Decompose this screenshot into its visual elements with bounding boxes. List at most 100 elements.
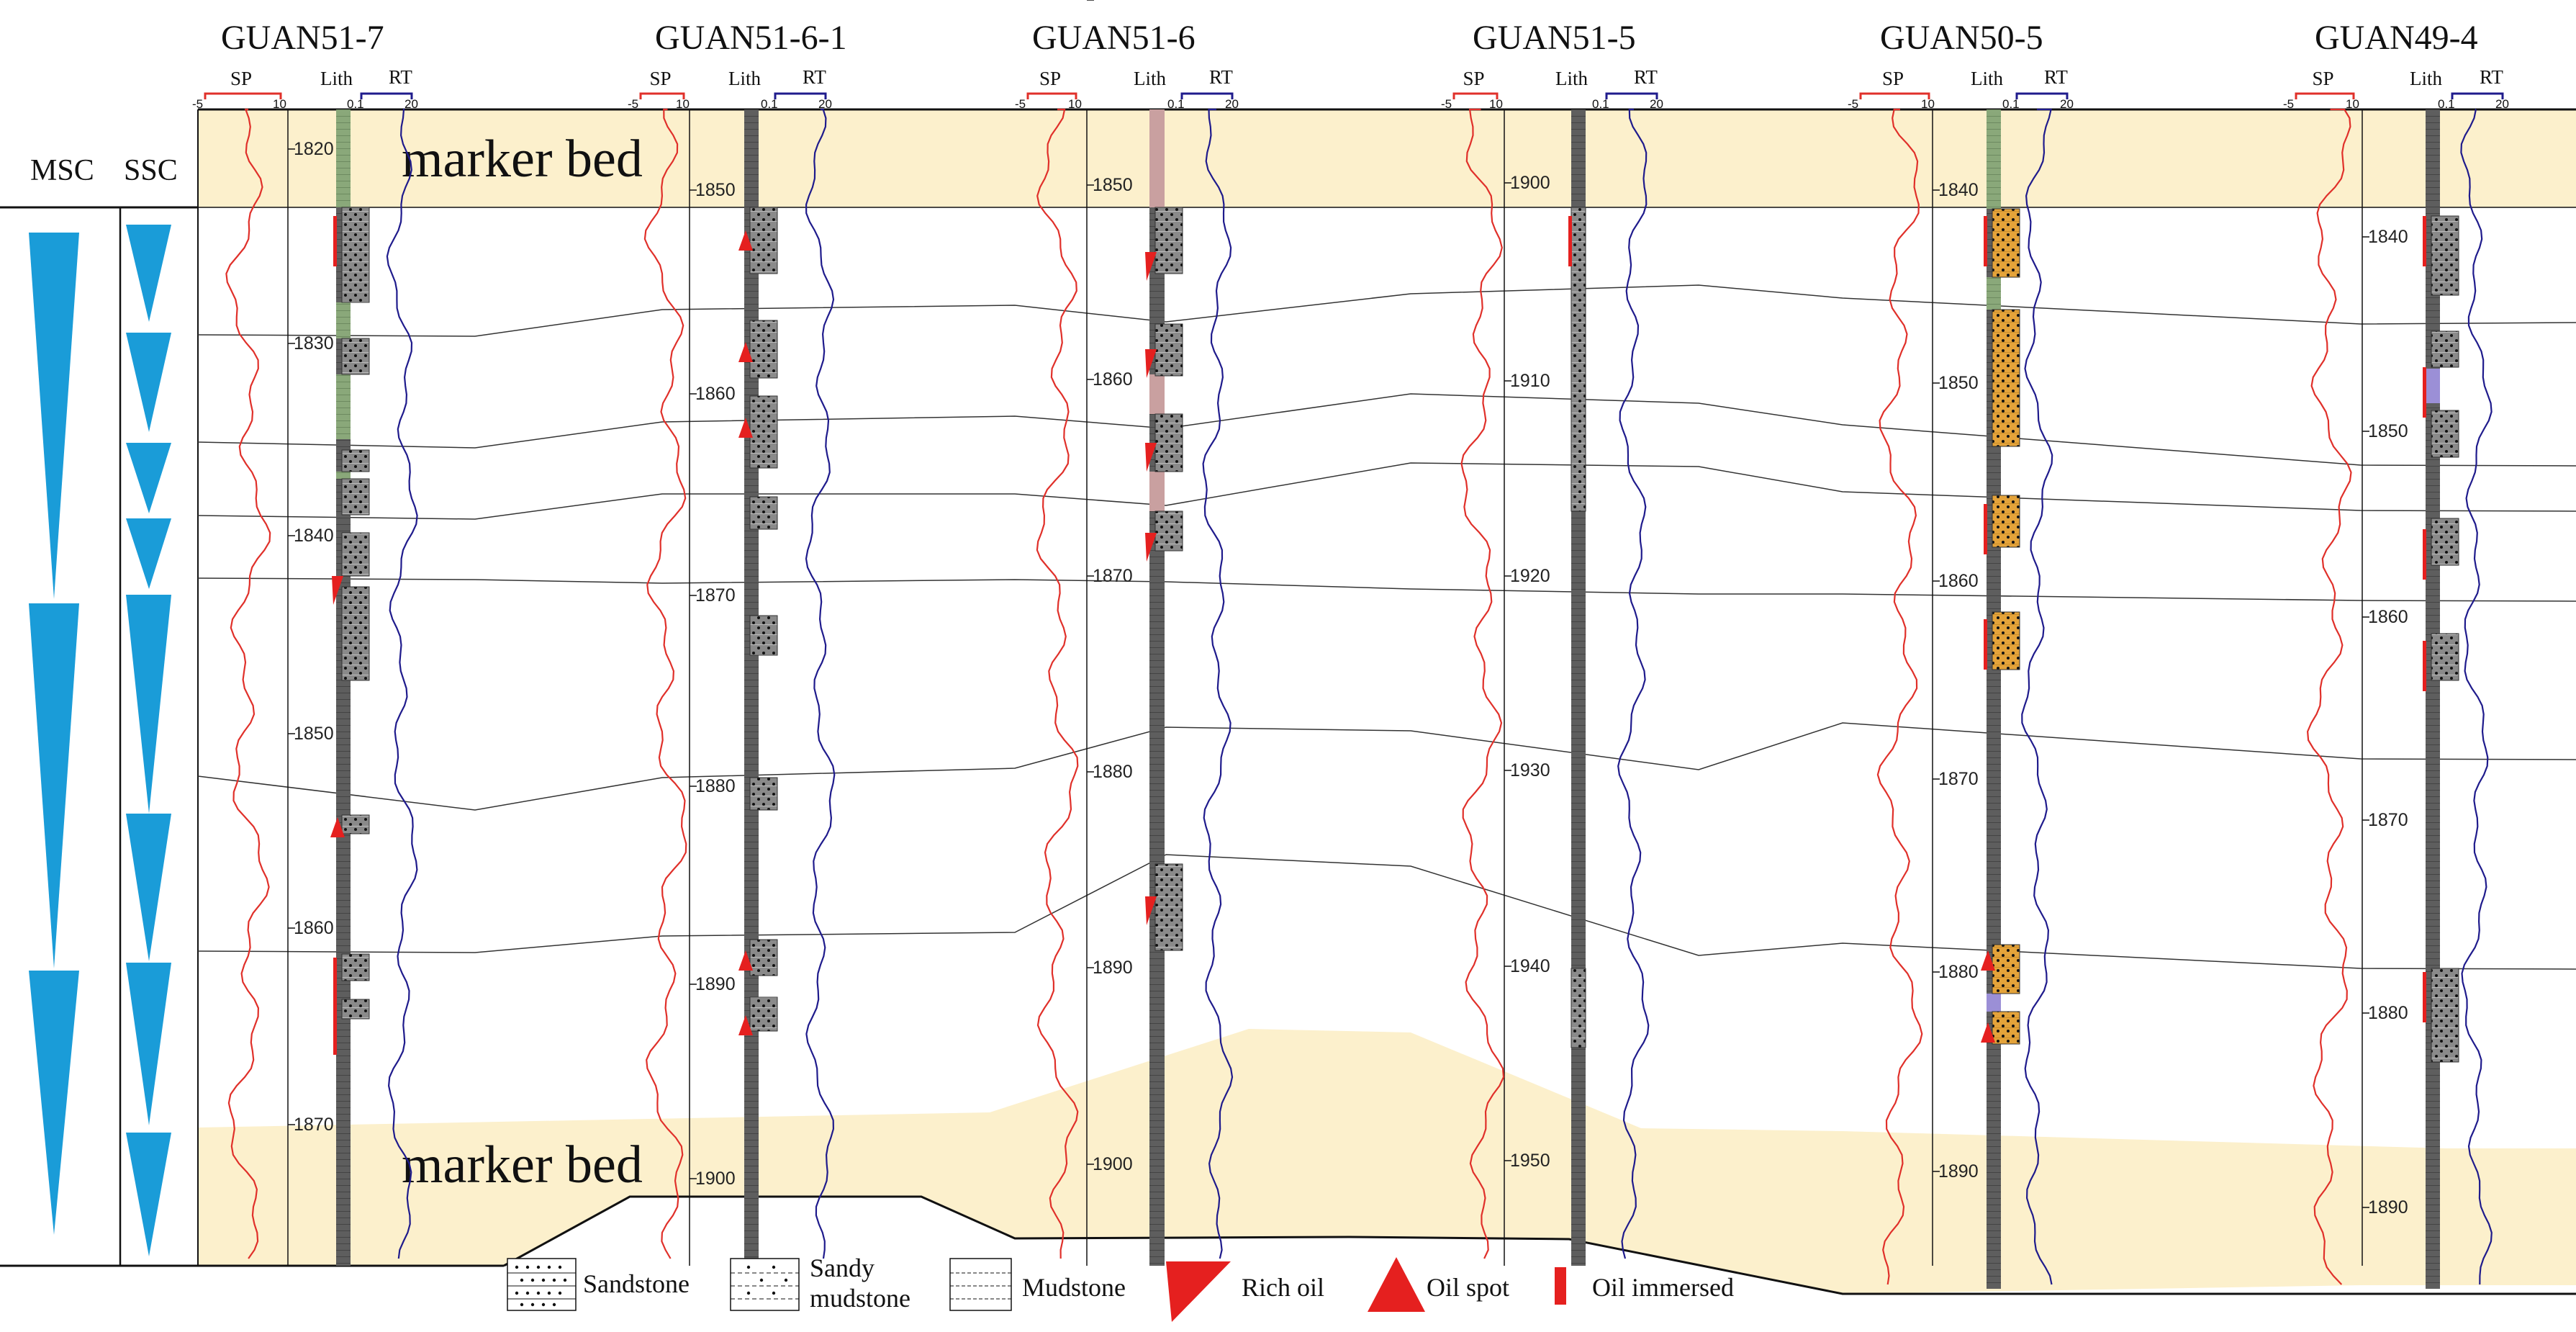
oil-immersed-marker	[2423, 216, 2426, 266]
sp-header: SP	[230, 68, 252, 89]
scale-tick-label: 10	[1489, 97, 1503, 111]
legend-sandstone: Sandstone	[507, 1258, 690, 1311]
well-guan51-6: GUAN51-6 SP Lith RT -5 10 0.1 20 1850 1860 1870 188…	[1015, 0, 1239, 1266]
depth-label: 1900	[695, 1169, 736, 1189]
oil-immersed-marker	[1984, 504, 1987, 554]
scale-tick-label: 20	[405, 97, 418, 111]
legend-oil-spot: Oil spot	[1368, 1257, 1509, 1312]
depth-label: 1860	[294, 918, 334, 938]
depth-label: 1890	[695, 974, 736, 994]
rt-scale	[2451, 92, 2504, 99]
scale-tick-label: -5	[192, 97, 203, 111]
marker-bed-bottom-label: marker bed	[402, 1135, 643, 1194]
oil-immersed-marker	[2423, 641, 2426, 691]
rt-header: RT	[1209, 66, 1233, 88]
depth-label: 1870	[294, 1115, 334, 1135]
sp-header: SP	[650, 68, 672, 89]
well-title: GUAN51-6-1	[655, 19, 847, 57]
scale-tick-label: 10	[2346, 97, 2359, 111]
oil-immersed-marker	[333, 216, 337, 266]
depth-label: 1870	[2368, 810, 2408, 830]
sp-curve	[1036, 108, 1079, 1259]
well-guan51-6-1: GUAN51-6-1 SP Lith RT -5 10 0.1 20 1850 1860 1870 1…	[628, 19, 847, 1266]
scale-tick-label: 20	[1225, 97, 1239, 111]
well-title: GUAN51-7	[221, 19, 384, 57]
lith-sandstone	[1571, 207, 1586, 512]
sp-curve	[2306, 108, 2352, 1285]
ssc-header: SSC	[124, 154, 178, 187]
rich-oil-marker	[1145, 349, 1157, 378]
lith-siltstone	[1987, 277, 2001, 310]
well-guan51-7: GUAN51-7 SP Lith RT -5 10 0.1 20 1820 1830 1840 185…	[192, 19, 418, 1266]
lith-siltstone	[336, 374, 351, 439]
depth-label: 1880	[2368, 1003, 2408, 1023]
lith-sandstone	[341, 478, 370, 516]
depth-label: 1850	[695, 180, 736, 200]
lith-sandstone	[1992, 309, 2020, 447]
lith-siltstone	[336, 302, 351, 338]
legend-oil-immersed: Oil immersed	[1555, 1267, 1734, 1305]
rich-oil-marker	[1145, 443, 1157, 472]
rt-header: RT	[1634, 66, 1658, 88]
lith-sandstone	[749, 777, 778, 811]
oil-spot-marker	[738, 950, 753, 971]
depth-label: 1900	[1510, 173, 1550, 193]
depth-label: 1820	[294, 139, 334, 159]
legend-mudstone: Mudstone	[949, 1258, 1126, 1311]
lith-sandstone	[2431, 518, 2459, 566]
rich-oil-marker	[332, 576, 343, 605]
rt-curve	[1617, 108, 1650, 1259]
depth-label: 1930	[1510, 760, 1550, 780]
depth-label: 1860	[2368, 607, 2408, 627]
oil-immersed-icon	[1555, 1267, 1566, 1305]
scale-tick-label: 20	[818, 97, 832, 111]
lith-header: Lith	[1971, 68, 2003, 89]
rt-header: RT	[803, 66, 826, 88]
well-title: GUAN50-5	[1880, 19, 2043, 57]
lith-sandstone	[749, 320, 778, 379]
sp-scale	[1859, 92, 1930, 99]
legend-mudstone-label: Mudstone	[1022, 1273, 1126, 1302]
depth-label: 1890	[2368, 1197, 2408, 1218]
scale-tick-label: 10	[273, 97, 286, 111]
oil-immersed-marker	[333, 1004, 337, 1055]
depth-label: 1890	[1938, 1161, 1979, 1182]
rt-scale	[2015, 92, 2069, 99]
wells-layer: GUAN51-7 SP Lith RT -5 10 0.1 20 1820 1830 1840 185…	[192, 0, 2509, 1289]
sp-scale	[639, 92, 685, 99]
lith-header: Lith	[1134, 68, 1166, 89]
depth-label: 1900	[1093, 1154, 1133, 1174]
lith-sandstone	[1154, 863, 1183, 951]
depth-label: 1880	[695, 776, 736, 796]
depth-label: 1890	[1093, 958, 1133, 978]
oil-immersed-marker	[1984, 216, 1987, 266]
rich-oil-marker	[1145, 533, 1157, 562]
sp-scale	[204, 92, 282, 99]
lith-sandstone	[1992, 208, 2020, 278]
scale-tick-label: 0.1	[347, 97, 364, 111]
lith-header: Lith	[320, 68, 353, 89]
depth-label: 1850	[1938, 373, 1979, 393]
depth-label: 1920	[1510, 566, 1550, 586]
oil-immersed-marker	[2423, 972, 2426, 1022]
lith-sandstone	[341, 586, 370, 681]
lith-sandstone	[749, 395, 778, 469]
depth-label: 1840	[1938, 180, 1979, 200]
scale-tick-label: -5	[1441, 97, 1452, 111]
scale-tick-label: 0.1	[1592, 97, 1609, 111]
scale-tick-label: 0.1	[2002, 97, 2020, 111]
sp-curve	[1460, 108, 1505, 1259]
scale-tick-label: 10	[676, 97, 690, 111]
legend-rich-oil-label: Rich oil	[1242, 1273, 1324, 1302]
depth-label: 1840	[2368, 227, 2408, 247]
lith-sandstone	[1992, 611, 2020, 670]
sp-header: SP	[1039, 68, 1061, 89]
depth-label: 1850	[2368, 421, 2408, 441]
sp-scale	[1026, 92, 1077, 99]
rt-header: RT	[389, 66, 412, 88]
lith-sandstone	[341, 449, 370, 472]
lith-sandstone	[341, 814, 370, 834]
lith-sandstone	[749, 615, 778, 656]
depth-label: 1910	[1510, 371, 1550, 391]
